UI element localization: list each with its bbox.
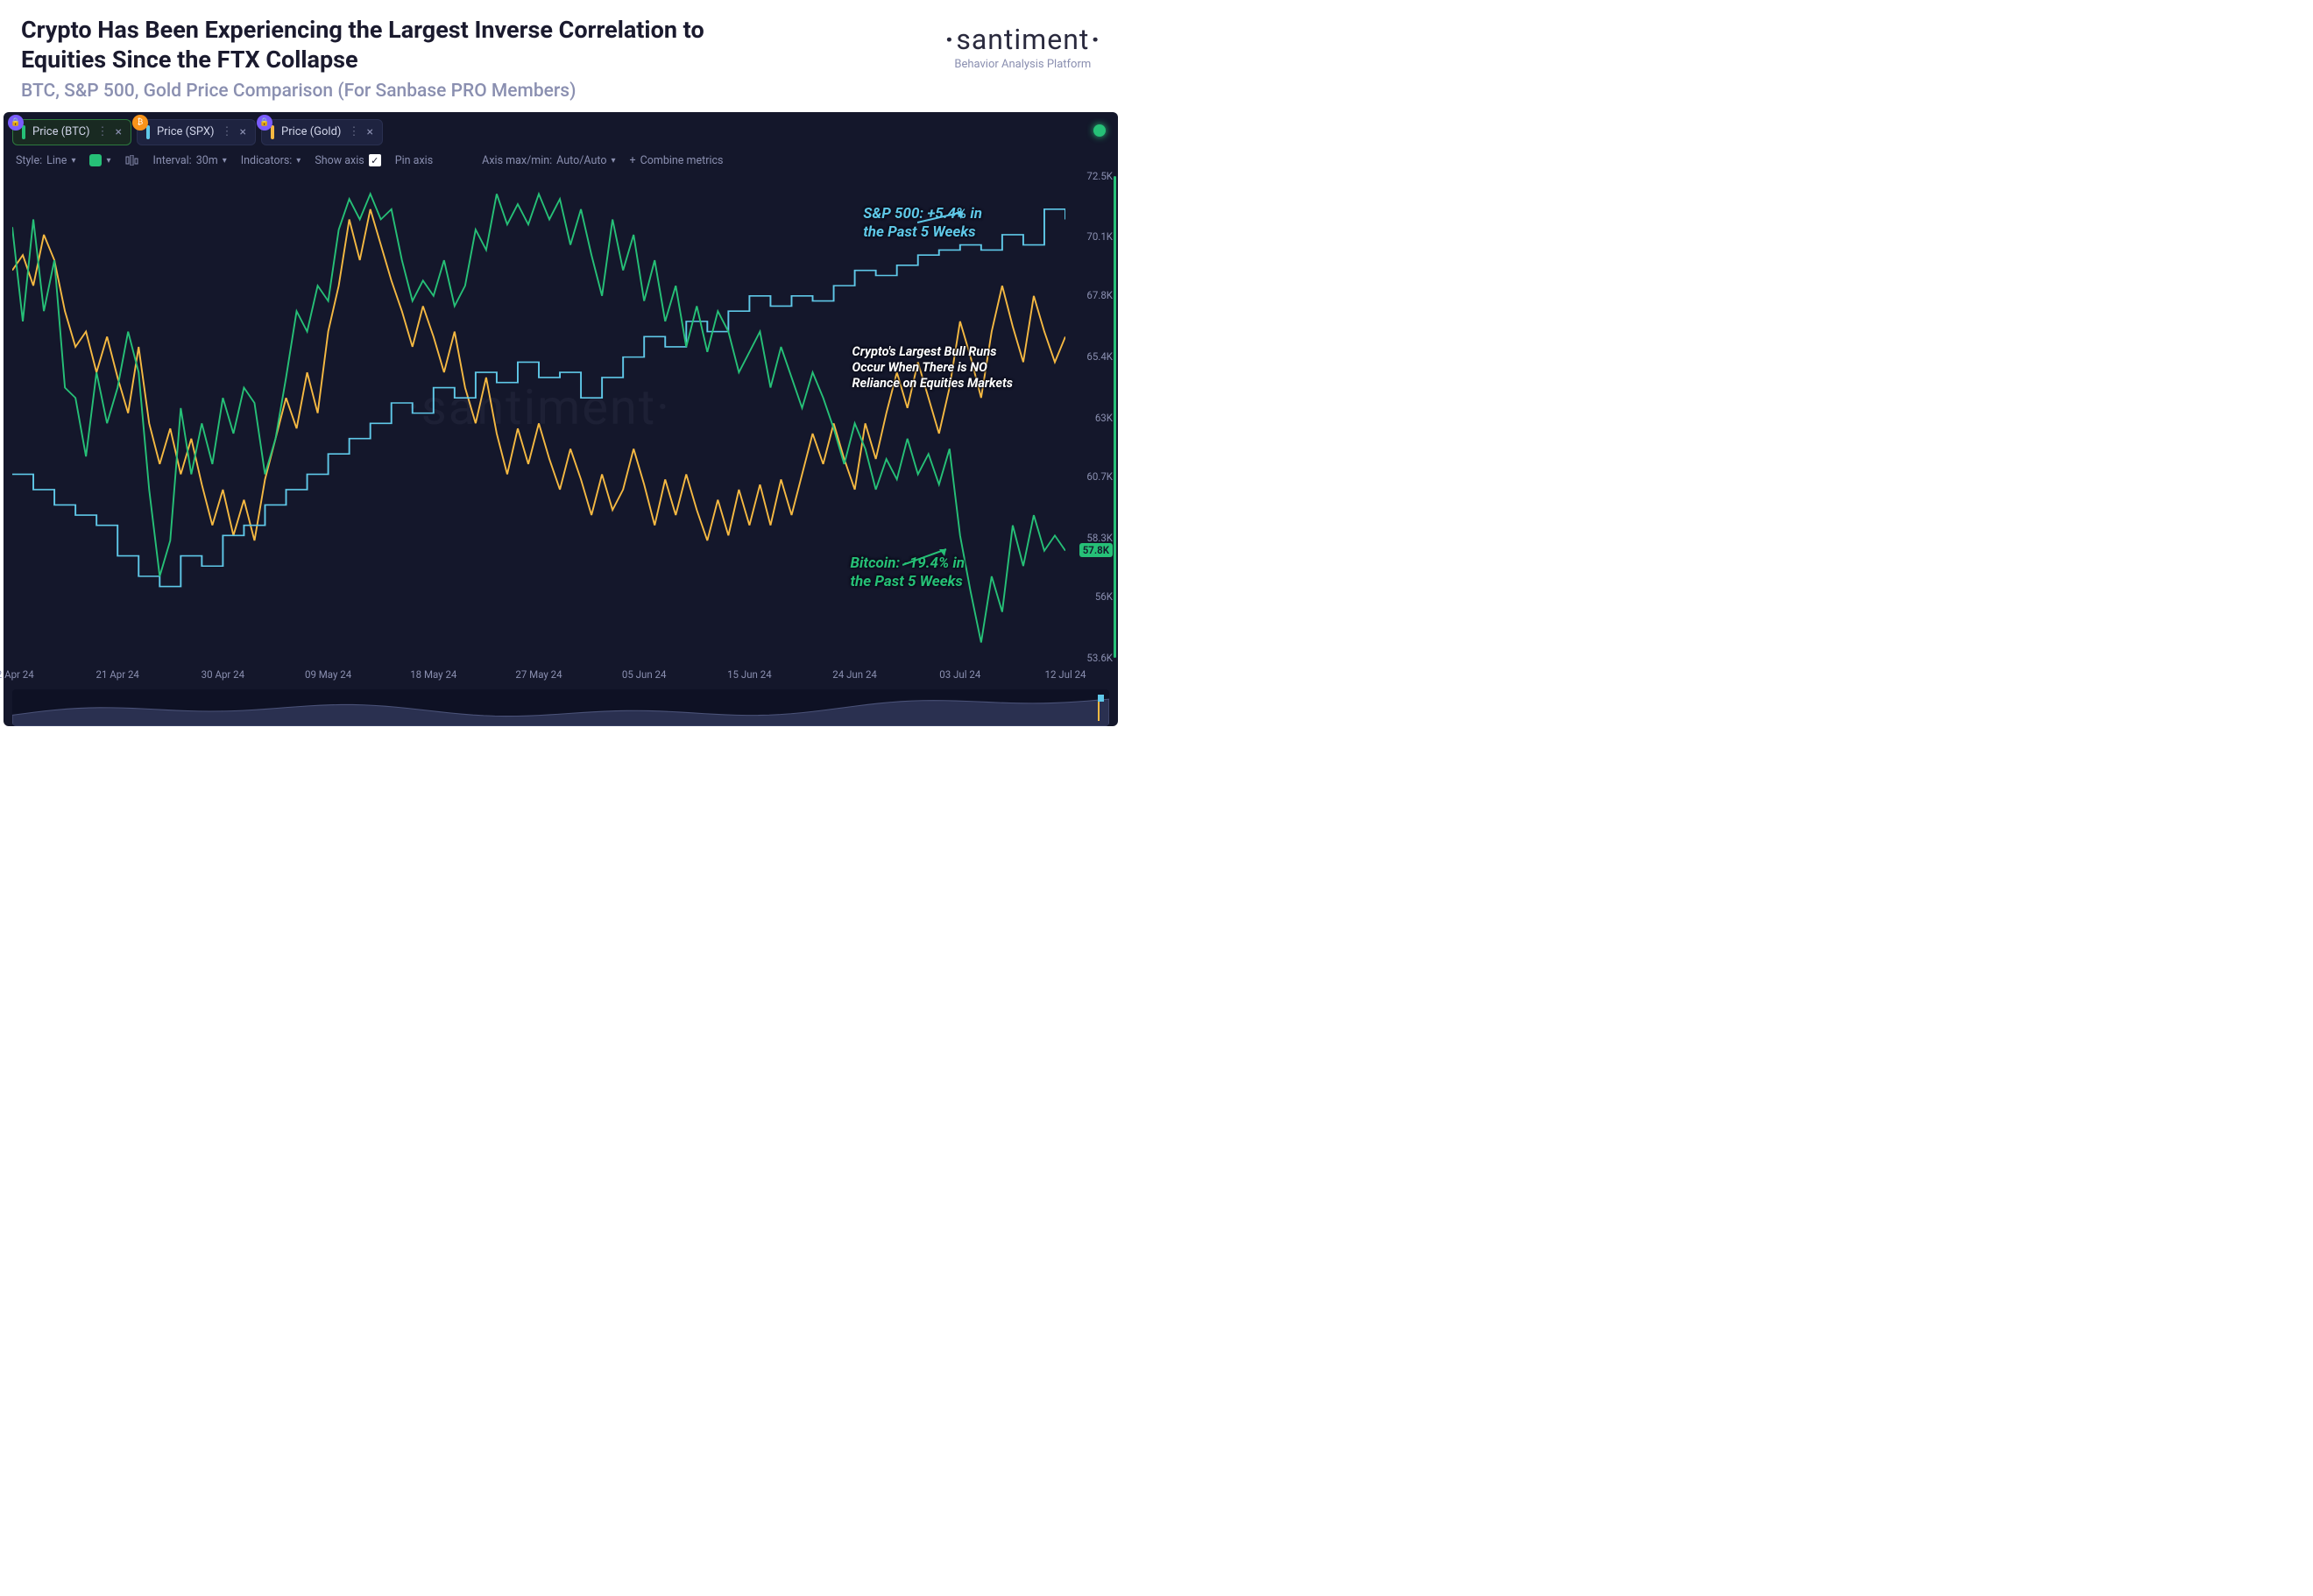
chevron-down-icon: ▾ (106, 156, 110, 166)
mini-marker-icon (1095, 695, 1104, 721)
more-icon[interactable]: ⋮ (222, 125, 233, 138)
chevron-down-icon: ▾ (223, 156, 227, 166)
combine-metrics-button[interactable]: + Combine metrics (630, 154, 724, 167)
x-tick-label: 09 May 24 (305, 668, 351, 681)
x-tick-label: 24 Jun 24 (832, 668, 877, 681)
bitcoin-icon: ₿ (132, 115, 148, 131)
record-indicator-icon[interactable] (1093, 124, 1106, 137)
plus-icon: + (630, 154, 636, 167)
series-color-icon (271, 125, 274, 139)
page-title: Crypto Has Been Experiencing the Largest… (21, 16, 704, 75)
y-tick-label: 58.3K (1086, 532, 1113, 544)
style-selector[interactable]: Style: Line ▾ (16, 154, 75, 167)
tab-label: Price (SPX) (157, 125, 215, 138)
series-tab[interactable]: 🔒Price (BTC)⋮× (12, 119, 131, 145)
chart-panel: 🔒 Price (BTC) ⋮ × ₿ Price (SPX) ⋮ × 🔒 Price (Gold… (4, 112, 1118, 726)
y-tick-label: 57.8K (1079, 543, 1113, 557)
x-tick-label: 15 Jun 24 (727, 668, 772, 681)
series-color-icon (89, 154, 102, 166)
y-tick-label: 72.5K (1086, 170, 1113, 182)
series-line-spx (12, 208, 1065, 586)
chart-toolbar: Style: Line ▾ ▾ Interval: 30m ▾ Indicato… (4, 145, 1118, 176)
arrow-icon (902, 546, 1017, 583)
chart-plot-area: ·santiment· S&P 500: +5.4% inthe Past 5 … (12, 176, 1065, 658)
annotation-sp500: S&P 500: +5.4% inthe Past 5 Weeks (863, 205, 982, 243)
y-tick-label: 70.1K (1086, 230, 1113, 243)
lock-icon: 🔒 (257, 115, 272, 131)
tab-label: Price (Gold) (281, 125, 341, 138)
x-tick-label: 12 Jul 24 (1044, 668, 1086, 681)
y-tick-label: 65.4K (1086, 350, 1113, 363)
arrow-icon (917, 210, 1036, 248)
x-tick-label: 05 Jun 24 (622, 668, 667, 681)
x-tick-label: 18 May 24 (410, 668, 456, 681)
show-axis-toggle[interactable]: Show axis ✓ (315, 154, 380, 167)
annotation-note: Crypto's Largest Bull RunsOccur When The… (852, 344, 1013, 392)
y-tick-label: 60.7K (1086, 470, 1113, 483)
mini-series (12, 699, 1109, 726)
close-icon[interactable]: × (240, 125, 246, 139)
chevron-down-icon: ▾ (71, 156, 75, 166)
candlestick-icon (125, 155, 139, 166)
logo-tagline: Behavior Analysis Platform (945, 58, 1100, 71)
series-tab[interactable]: ₿Price (SPX)⋮× (137, 119, 256, 145)
y-axis: 72.5K70.1K67.8K65.4K63K60.7K58.3K57.8K56… (1069, 176, 1113, 658)
series-tabs: 🔒 Price (BTC) ⋮ × ₿ Price (SPX) ⋮ × 🔒 Price (Gold… (4, 112, 1118, 145)
logo-area: santiment Behavior Analysis Platform (945, 16, 1100, 71)
axis-range-selector[interactable]: Axis max/min: Auto/Auto ▾ (482, 154, 615, 167)
chevron-down-icon: ▾ (611, 156, 615, 166)
series-color-icon (22, 125, 25, 139)
y-axis-rail (1114, 176, 1116, 658)
chevron-down-icon: ▾ (296, 156, 301, 166)
chart-type-button[interactable] (125, 155, 139, 166)
logo: santiment (945, 23, 1100, 56)
annotation-btc: Bitcoin: -19.4% inthe Past 5 Weeks (850, 554, 965, 592)
y-tick-label: 67.8K (1086, 289, 1113, 301)
mini-chart[interactable] (12, 689, 1109, 726)
y-tick-label: 63K (1095, 412, 1113, 424)
x-axis: 12 Apr 2421 Apr 2430 Apr 2409 May 2418 M… (12, 663, 1065, 681)
interval-selector[interactable]: Interval: 30m ▾ (153, 154, 227, 167)
x-tick-label: 03 Jul 24 (939, 668, 980, 681)
close-icon[interactable]: × (115, 125, 121, 139)
page-subtitle: BTC, S&P 500, Gold Price Comparison (For… (21, 81, 945, 102)
y-tick-label: 53.6K (1086, 652, 1113, 664)
y-tick-label: 56K (1095, 590, 1113, 603)
x-tick-label: 27 May 24 (515, 668, 562, 681)
indicators-selector[interactable]: Indicators: ▾ (241, 154, 301, 167)
header: Crypto Has Been Experiencing the Largest… (0, 0, 1121, 112)
x-tick-label: 12 Apr 24 (0, 668, 34, 681)
more-icon[interactable]: ⋮ (348, 125, 359, 138)
series-tab[interactable]: 🔒Price (Gold)⋮× (261, 119, 383, 145)
series-color-icon (146, 125, 150, 139)
lock-icon: 🔒 (8, 115, 24, 131)
more-icon[interactable]: ⋮ (96, 125, 108, 138)
x-tick-label: 21 Apr 24 (95, 668, 138, 681)
price-chart[interactable]: 72.5K70.1K67.8K65.4K63K60.7K58.3K57.8K56… (12, 176, 1065, 684)
tab-label: Price (BTC) (32, 125, 89, 138)
checkmark-icon: ✓ (369, 154, 381, 166)
color-swatch[interactable]: ▾ (89, 154, 110, 166)
x-tick-label: 30 Apr 24 (202, 668, 244, 681)
pin-axis-button[interactable]: Pin axis (395, 154, 433, 167)
close-icon[interactable]: × (366, 125, 372, 139)
